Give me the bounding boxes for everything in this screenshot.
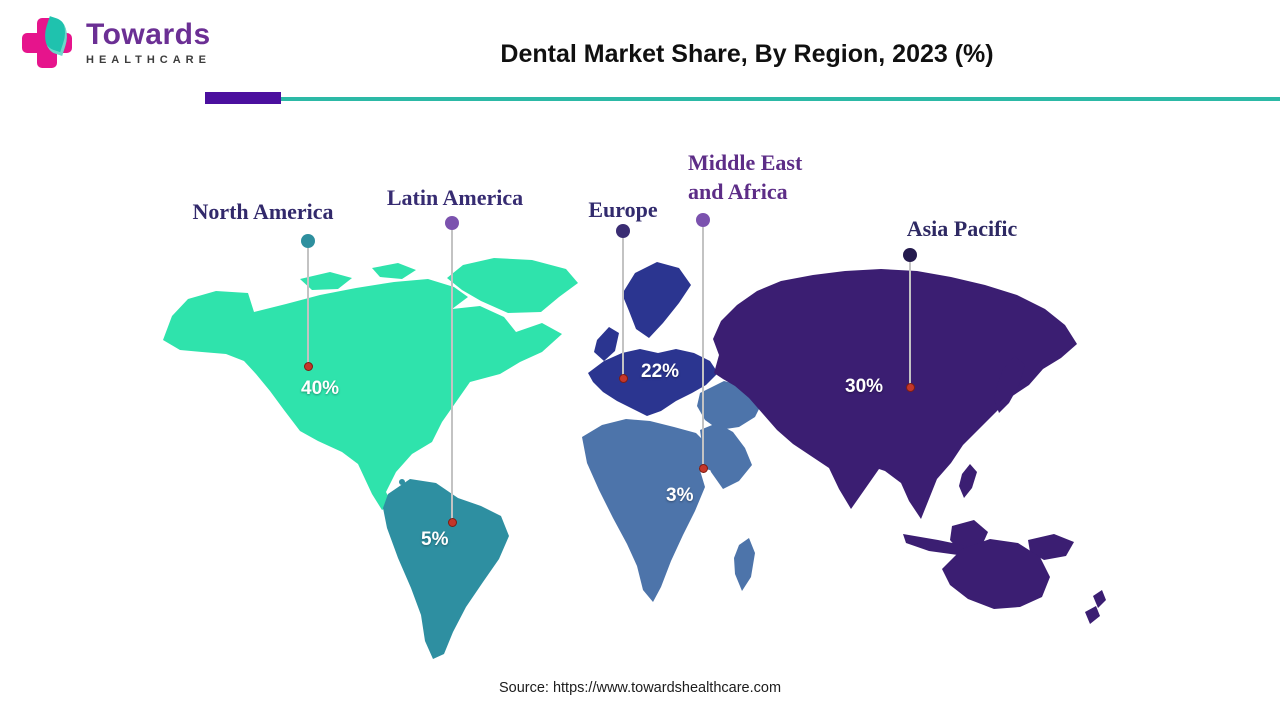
brand-subtitle: HEALTHCARE [86,54,211,66]
pointer-line-middle-east-africa [702,227,704,464]
brand-logo: Towards HEALTHCARE [18,14,211,72]
marker-dot-asia-pacific [906,383,915,392]
source-text: Source: https://www.towardshealthcare.co… [498,680,782,696]
pointer-dot-asia-pacific [903,248,917,262]
pointer-dot-latin-america [445,216,459,230]
marker-dot-middle-east-africa [699,464,708,473]
value-label-latin-america: 5% [421,529,449,550]
map-region-europe [588,262,718,416]
pointer-dot-europe [616,224,630,238]
chart-title: Dental Market Share, By Region, 2023 (%) [500,40,994,68]
marker-dot-north-america [304,362,313,371]
value-label-europe: 22% [641,361,680,382]
marker-dot-europe [619,374,628,383]
pointer-line-north-america [307,248,309,363]
brand-name: Towards [86,18,211,51]
pointer-dot-north-america [301,234,315,248]
divider-teal-line [280,97,1280,101]
region-label-north-america: North America [192,199,334,224]
pointer-line-latin-america [451,230,453,519]
map-region-latin-america [383,479,509,659]
map-region-north-america [163,258,578,510]
value-label-middle-east-africa: 3% [666,485,694,506]
pointer-line-europe [622,238,624,375]
region-label-latin-america: Latin America [386,185,524,210]
divider-purple-block [205,92,281,104]
medical-cross-leaf-icon [18,14,76,72]
pointer-dot-middle-east-africa [696,213,710,227]
region-label-europe: Europe [588,197,658,222]
region-label-middle-east-africa: Middle East and Africa [688,150,803,204]
pointer-line-asia-pacific [909,262,911,384]
value-label-asia-pacific: 30% [845,376,884,397]
marker-dot-latin-america [448,518,457,527]
value-label-north-america: 40% [301,378,340,399]
region-label-asia-pacific: Asia Pacific [906,216,1018,241]
map-region-asia-pacific [713,269,1106,624]
